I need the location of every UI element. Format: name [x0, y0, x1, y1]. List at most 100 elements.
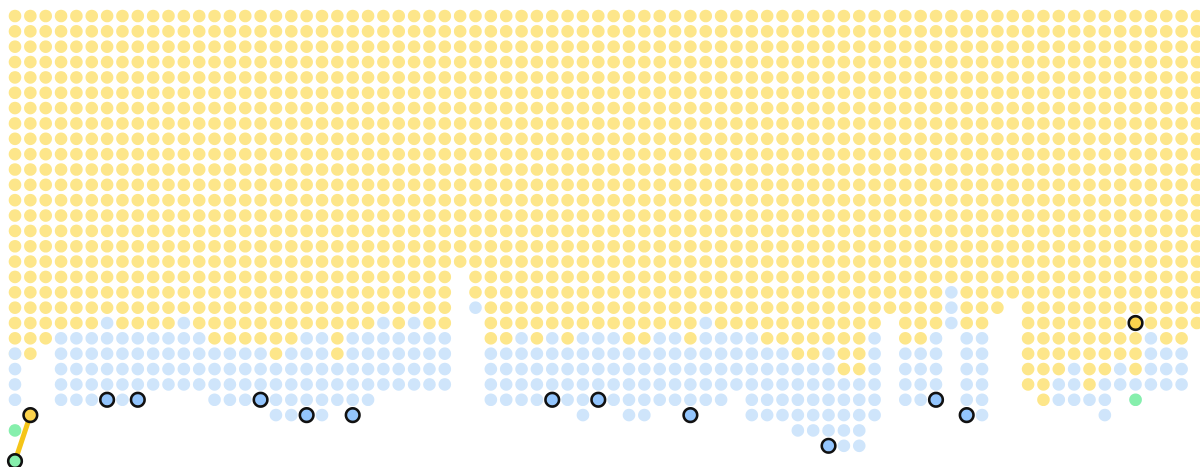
- yellow-dot[interactable]: [515, 255, 528, 268]
- yellow-dot[interactable]: [361, 255, 375, 268]
- yellow-dot[interactable]: [852, 101, 866, 115]
- yellow-dot[interactable]: [361, 270, 375, 284]
- yellow-dot[interactable]: [254, 55, 267, 69]
- yellow-dot[interactable]: [499, 301, 513, 314]
- blue-dot[interactable]: [653, 393, 666, 407]
- yellow-dot[interactable]: [285, 86, 298, 100]
- yellow-dot[interactable]: [837, 193, 851, 207]
- yellow-dot[interactable]: [484, 132, 498, 146]
- yellow-dot[interactable]: [530, 147, 544, 161]
- yellow-dot[interactable]: [208, 301, 221, 314]
- yellow-dot[interactable]: [561, 86, 574, 100]
- yellow-dot[interactable]: [668, 224, 682, 238]
- yellow-dot[interactable]: [1067, 316, 1081, 330]
- yellow-dot[interactable]: [899, 117, 912, 130]
- yellow-dot[interactable]: [899, 178, 912, 192]
- yellow-dot[interactable]: [561, 239, 574, 253]
- yellow-dot[interactable]: [730, 147, 743, 161]
- yellow-dot[interactable]: [945, 209, 958, 222]
- yellow-dot[interactable]: [684, 86, 697, 100]
- yellow-dot[interactable]: [668, 178, 682, 192]
- yellow-dot[interactable]: [822, 101, 835, 115]
- yellow-dot[interactable]: [469, 25, 482, 38]
- yellow-dot[interactable]: [668, 209, 682, 222]
- blue-dot[interactable]: [238, 393, 252, 407]
- yellow-dot[interactable]: [192, 255, 206, 268]
- yellow-dot[interactable]: [1021, 163, 1035, 176]
- yellow-dot[interactable]: [346, 163, 360, 176]
- yellow-dot[interactable]: [699, 209, 713, 222]
- yellow-dot[interactable]: [85, 147, 99, 161]
- yellow-dot[interactable]: [54, 224, 68, 238]
- yellow-dot[interactable]: [760, 301, 774, 314]
- yellow-dot[interactable]: [1113, 132, 1127, 146]
- yellow-dot[interactable]: [868, 239, 881, 253]
- blue-dot[interactable]: [1144, 378, 1158, 391]
- yellow-dot[interactable]: [822, 40, 835, 53]
- yellow-dot[interactable]: [760, 178, 774, 192]
- yellow-dot[interactable]: [146, 224, 160, 238]
- yellow-dot[interactable]: [1144, 286, 1158, 299]
- yellow-dot[interactable]: [883, 55, 897, 69]
- yellow-marker[interactable]: [22, 407, 39, 424]
- yellow-dot[interactable]: [1052, 25, 1066, 38]
- yellow-dot[interactable]: [254, 9, 267, 23]
- yellow-dot[interactable]: [1052, 71, 1066, 84]
- yellow-dot[interactable]: [991, 101, 1004, 115]
- blue-dot[interactable]: [177, 378, 191, 391]
- yellow-dot[interactable]: [254, 316, 267, 330]
- yellow-dot[interactable]: [392, 209, 406, 222]
- blue-dot[interactable]: [852, 408, 866, 422]
- yellow-dot[interactable]: [423, 270, 436, 284]
- blue-dot[interactable]: [254, 378, 267, 391]
- yellow-dot[interactable]: [745, 163, 759, 176]
- blue-dot[interactable]: [223, 378, 237, 391]
- yellow-dot[interactable]: [162, 147, 175, 161]
- yellow-dot[interactable]: [407, 147, 421, 161]
- yellow-dot[interactable]: [24, 193, 37, 207]
- blue-dot[interactable]: [208, 393, 221, 407]
- blue-dot[interactable]: [622, 347, 636, 361]
- yellow-dot[interactable]: [945, 117, 958, 130]
- yellow-dot[interactable]: [760, 147, 774, 161]
- yellow-dot[interactable]: [960, 286, 973, 299]
- yellow-dot[interactable]: [991, 9, 1004, 23]
- blue-dot[interactable]: [131, 347, 145, 361]
- yellow-dot[interactable]: [515, 178, 528, 192]
- yellow-dot[interactable]: [868, 301, 881, 314]
- yellow-dot[interactable]: [377, 101, 390, 115]
- yellow-dot[interactable]: [545, 86, 559, 100]
- yellow-dot[interactable]: [208, 193, 221, 207]
- blue-dot[interactable]: [116, 362, 129, 376]
- yellow-dot[interactable]: [899, 301, 912, 314]
- blue-dot[interactable]: [392, 332, 406, 345]
- yellow-dot[interactable]: [453, 132, 467, 146]
- yellow-dot[interactable]: [85, 9, 99, 23]
- blue-dot[interactable]: [484, 393, 498, 407]
- yellow-dot[interactable]: [1067, 55, 1081, 69]
- yellow-dot[interactable]: [499, 101, 513, 115]
- yellow-dot[interactable]: [131, 132, 145, 146]
- yellow-dot[interactable]: [1113, 255, 1127, 268]
- yellow-dot[interactable]: [607, 55, 620, 69]
- yellow-dot[interactable]: [1037, 224, 1050, 238]
- yellow-dot[interactable]: [852, 40, 866, 53]
- yellow-dot[interactable]: [1083, 362, 1096, 376]
- yellow-dot[interactable]: [1190, 9, 1200, 23]
- yellow-dot[interactable]: [899, 270, 912, 284]
- yellow-dot[interactable]: [269, 178, 283, 192]
- yellow-dot[interactable]: [192, 316, 206, 330]
- yellow-dot[interactable]: [684, 286, 697, 299]
- yellow-dot[interactable]: [1144, 163, 1158, 176]
- yellow-dot[interactable]: [39, 147, 52, 161]
- yellow-dot[interactable]: [24, 86, 37, 100]
- yellow-dot[interactable]: [377, 193, 390, 207]
- yellow-dot[interactable]: [730, 101, 743, 115]
- yellow-dot[interactable]: [484, 178, 498, 192]
- yellow-dot[interactable]: [929, 270, 943, 284]
- yellow-dot[interactable]: [438, 86, 452, 100]
- yellow-dot[interactable]: [54, 316, 68, 330]
- yellow-dot[interactable]: [899, 239, 912, 253]
- yellow-dot[interactable]: [960, 86, 973, 100]
- blue-dot[interactable]: [1098, 408, 1112, 422]
